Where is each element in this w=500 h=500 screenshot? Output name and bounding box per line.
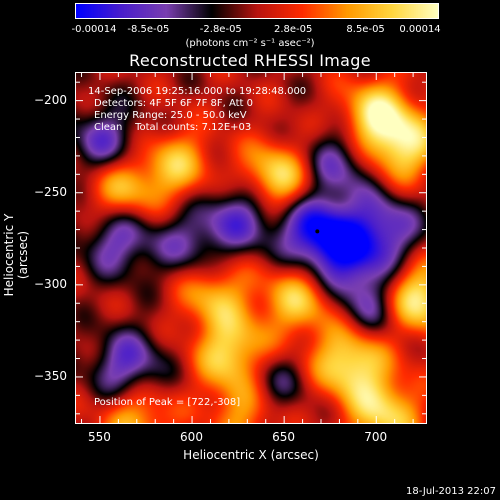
annotation-energy: Energy Range: 25.0 - 50.0 keV bbox=[94, 110, 247, 121]
annotation-time: 14-Sep-2006 19:25:16.000 to 19:28:48.000 bbox=[88, 86, 307, 97]
x-tick-label: 600 bbox=[180, 430, 203, 444]
x-tick-label: 550 bbox=[87, 430, 111, 444]
y-tick-label: −350 bbox=[34, 368, 67, 383]
color-bar-tick-label: -8.5e-05 bbox=[127, 24, 170, 35]
color-bar-tick-label: -2.8e-05 bbox=[199, 24, 242, 35]
annotation-peak: Position of Peak = [722,-308] bbox=[94, 397, 241, 408]
x-tick-label: 700 bbox=[364, 430, 388, 444]
annotation-clean: Clean Total counts: 7.12E+03 bbox=[94, 122, 252, 133]
color-bar-tick-label: -0.00014 bbox=[71, 24, 117, 35]
color-bar-units: (photons cm⁻² s⁻¹ asec⁻²) bbox=[185, 38, 315, 49]
footer-timestamp: 18-Jul-2013 22:07 bbox=[405, 486, 496, 497]
x-tick-label: 650 bbox=[272, 430, 296, 444]
y-tick-label: −200 bbox=[34, 92, 67, 107]
color-bar bbox=[75, 3, 439, 19]
x-axis-label: Heliocentric X (arcsec) bbox=[183, 448, 319, 462]
y-axis-label: Heliocentric Y (arcsec) bbox=[2, 213, 30, 297]
y-tick-label: −250 bbox=[34, 184, 67, 199]
color-bar-tick-label: 8.5e-05 bbox=[346, 24, 385, 35]
chart-title: Reconstructed RHESSI Image bbox=[129, 51, 371, 70]
color-bar-tick-label: 0.00014 bbox=[399, 24, 441, 35]
heatmap-image bbox=[76, 73, 426, 423]
minimum-marker bbox=[315, 229, 320, 234]
annotation-detectors: Detectors: 4F 5F 6F 7F 8F, Att 0 bbox=[94, 98, 254, 109]
plot-frame bbox=[75, 72, 427, 424]
y-tick-label: −300 bbox=[34, 276, 67, 291]
color-bar-tick-label: 2.8e-05 bbox=[273, 24, 313, 35]
